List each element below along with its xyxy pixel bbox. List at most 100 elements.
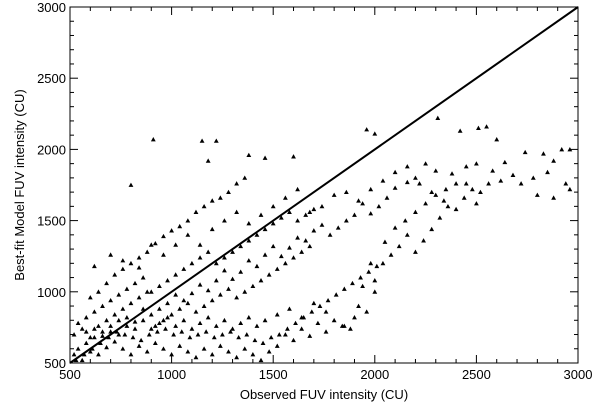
data-point [193,309,199,314]
data-point [541,151,546,156]
data-point [287,245,292,250]
plot-frame [69,6,579,364]
data-point [295,186,300,192]
x-tick-label: 1000 [157,367,186,382]
data-point [242,289,248,294]
data-point [352,315,357,320]
data-point [402,218,408,223]
data-point [315,320,321,326]
data-point [116,332,122,337]
data-point [128,352,134,357]
data-point [291,154,296,159]
data-point [254,263,260,269]
data-point [295,218,300,223]
data-point [157,320,162,326]
data-point [222,268,227,273]
data-point [173,242,179,247]
data-point [372,131,378,136]
data-point [291,337,296,343]
data-point [96,323,101,328]
data-point [331,192,337,197]
data-point [87,295,93,300]
data-point [177,306,183,311]
data-point [364,309,370,314]
data-point [262,155,268,160]
data-point [453,206,459,212]
data-point [104,317,109,323]
data-point [278,253,284,259]
data-point [474,161,479,166]
data-point [522,149,528,155]
data-point [234,295,240,300]
data-point [209,198,215,203]
data-point [534,192,540,197]
data-point [205,158,211,163]
data-point [234,354,240,360]
data-point [230,249,235,254]
data-point [270,203,276,209]
data-point [213,323,219,328]
data-point [307,209,313,214]
data-point [108,297,114,303]
x-tick-label: 2000 [360,367,389,382]
data-point [331,317,337,323]
data-point [181,266,187,271]
data-point [380,178,386,183]
data-point [201,346,207,351]
data-point [124,323,130,328]
data-point [309,309,315,314]
data-point [148,312,154,317]
data-point [494,137,500,142]
data-point [116,292,122,297]
data-points [71,115,573,363]
data-point [282,195,288,200]
data-point [356,198,361,203]
data-point [343,218,349,223]
data-point [138,337,144,343]
data-point [197,282,203,287]
data-point [104,344,109,350]
data-point [150,137,156,142]
data-point [413,249,418,254]
data-point [238,269,244,274]
data-point [262,226,268,232]
data-point [226,286,231,291]
data-point [136,295,142,300]
data-point [551,195,557,200]
data-point [364,127,370,132]
data-point [559,147,565,152]
data-point [429,189,435,195]
data-point [157,283,162,289]
data-point [244,332,250,337]
data-point [165,315,170,320]
data-point [234,181,240,186]
data-point [254,232,260,237]
data-point [146,332,152,337]
data-point [246,315,252,320]
data-point [486,181,491,186]
data-point [429,226,435,232]
data-point [136,255,142,260]
data-point [567,147,573,152]
data-point [238,243,244,249]
data-point [222,317,227,323]
data-point [266,349,272,354]
data-point [154,329,160,334]
data-point [132,280,138,286]
data-point [317,303,323,308]
data-point [282,332,288,337]
data-point [136,343,142,348]
data-point [205,287,211,293]
data-point [530,175,536,180]
data-point [169,352,174,357]
data-point [382,239,388,244]
data-point [325,297,331,303]
data-point [169,312,174,317]
data-point [285,326,290,331]
data-point [144,349,150,354]
data-point [352,212,357,217]
data-point [490,168,496,173]
data-point [173,323,179,328]
x-axis-label: Observed FUV intensity (CU) [240,387,408,402]
data-point [323,329,329,334]
